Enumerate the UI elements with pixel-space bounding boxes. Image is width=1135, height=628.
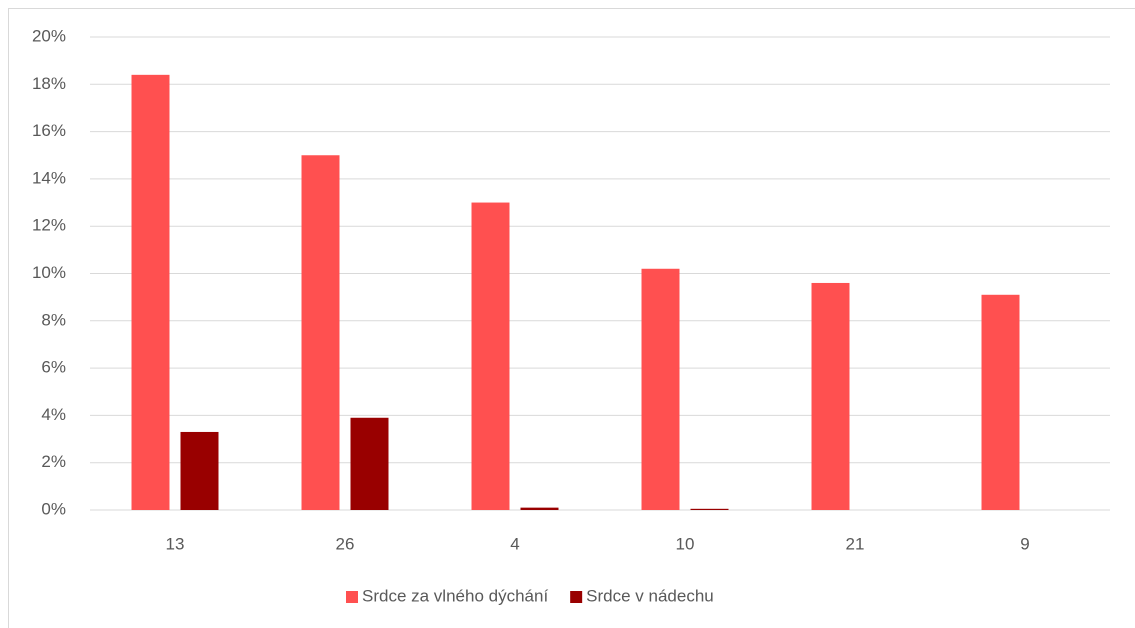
- x-tick-label: 10: [676, 534, 695, 553]
- y-tick-label: 18%: [32, 74, 66, 93]
- y-tick-label: 6%: [41, 358, 66, 377]
- x-tick-label: 4: [510, 534, 519, 553]
- bar: [131, 74, 170, 510]
- legend-swatch: [570, 591, 583, 603]
- legend-swatch: [346, 591, 358, 603]
- x-tick-label: 26: [336, 534, 355, 553]
- y-tick-label: 12%: [32, 216, 66, 235]
- bar: [350, 417, 389, 510]
- x-tick-label: 21: [846, 534, 865, 553]
- bar: [471, 202, 510, 511]
- y-tick-label: 2%: [41, 452, 66, 471]
- y-tick-label: 8%: [41, 310, 66, 329]
- bar: [520, 507, 559, 510]
- x-tick-label: 13: [166, 534, 185, 553]
- bar: [981, 294, 1020, 510]
- bar: [690, 508, 729, 510]
- y-tick-label: 10%: [32, 263, 66, 282]
- chart-frame: [8, 8, 1135, 628]
- bar: [180, 431, 219, 510]
- y-tick-label: 20%: [32, 26, 66, 45]
- legend-label: Srdce v nádechu: [586, 586, 714, 605]
- bar: [641, 268, 680, 510]
- x-tick-label: 9: [1020, 534, 1029, 553]
- legend-label: Srdce za vlného dýchání: [362, 586, 548, 605]
- y-tick-label: 14%: [32, 168, 66, 187]
- y-tick-label: 0%: [41, 499, 66, 518]
- bar: [301, 155, 340, 510]
- bar: [811, 282, 850, 510]
- y-tick-label: 4%: [41, 405, 66, 424]
- y-tick-label: 16%: [32, 121, 66, 140]
